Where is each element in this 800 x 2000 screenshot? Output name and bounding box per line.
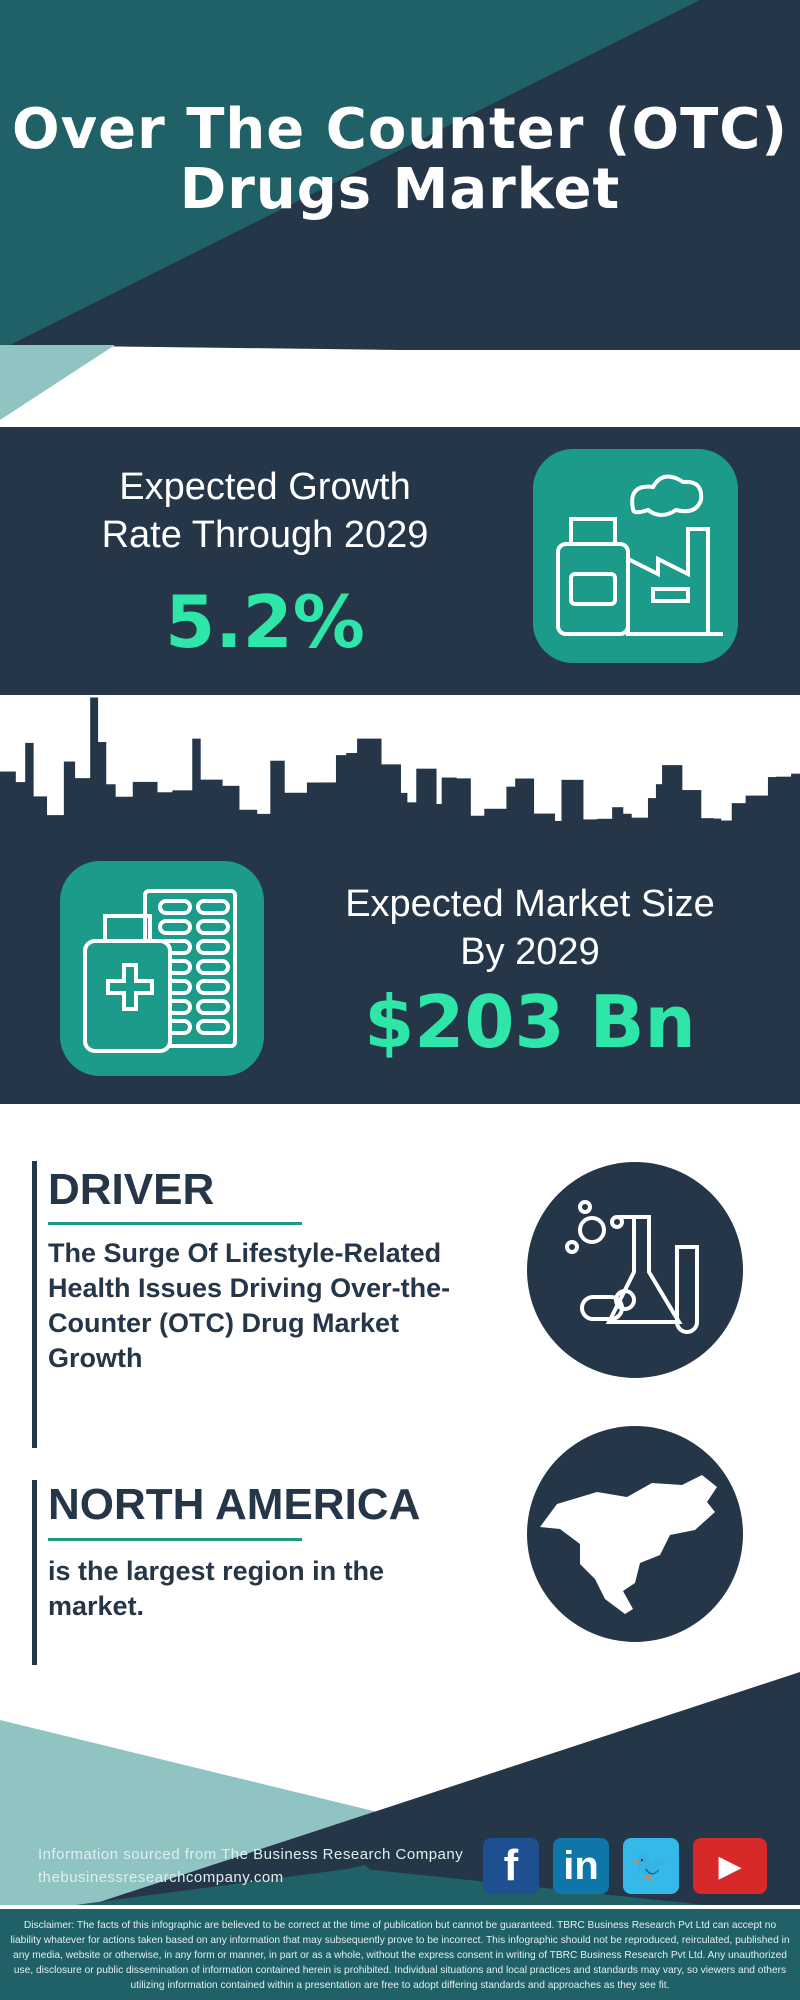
source-text: Information sourced from The Business Re… <box>38 1846 464 1863</box>
lab-flask-icon <box>527 1162 743 1378</box>
driver-text: The Surge Of Lifestyle-Related Health Is… <box>48 1238 451 1373</box>
youtube-icon[interactable]: ▶ <box>693 1838 767 1894</box>
market-size-value: $203 Bn <box>364 980 696 1064</box>
disclaimer: Disclaimer: The facts of this infographi… <box>10 1920 790 1991</box>
twitter-icon[interactable]: 🐦 <box>623 1838 679 1894</box>
title-line-1: Over The Counter (OTC) <box>11 97 788 162</box>
website-link[interactable]: thebusinessresearchcompany.com <box>38 1869 284 1886</box>
social-links: f in 🐦 ▶ <box>483 1838 767 1894</box>
linkedin-icon[interactable]: in <box>553 1838 609 1894</box>
region-text: is the largest region in the market. <box>48 1556 385 1621</box>
region-underline <box>48 1538 302 1541</box>
growth-label-line1: Expected Growth <box>119 466 411 508</box>
driver-heading: DRIVER <box>48 1165 215 1214</box>
north-america-map-icon <box>527 1426 743 1642</box>
city-skyline <box>0 697 800 842</box>
facebook-icon[interactable]: f <box>483 1838 539 1894</box>
region-heading: NORTH AMERICA <box>48 1480 421 1529</box>
market-label-line2: By 2029 <box>460 931 600 973</box>
page-title: Over The Counter (OTC) Drugs Market <box>0 100 800 220</box>
driver-accent-bar <box>32 1161 37 1448</box>
region-accent-bar <box>32 1480 37 1665</box>
medicine-bottle-pills-icon <box>60 861 264 1076</box>
market-label-line1: Expected Market Size <box>345 883 715 925</box>
driver-underline <box>48 1222 302 1225</box>
growth-value: 5.2% <box>165 580 365 664</box>
growth-label: Expected Growth Rate Through 2029 <box>40 463 490 559</box>
title-line-2: Drugs Market <box>179 157 621 222</box>
growth-label-line2: Rate Through 2029 <box>101 514 429 556</box>
medicine-factory-icon <box>533 449 738 663</box>
market-size-label: Expected Market Size By 2029 <box>300 880 760 976</box>
